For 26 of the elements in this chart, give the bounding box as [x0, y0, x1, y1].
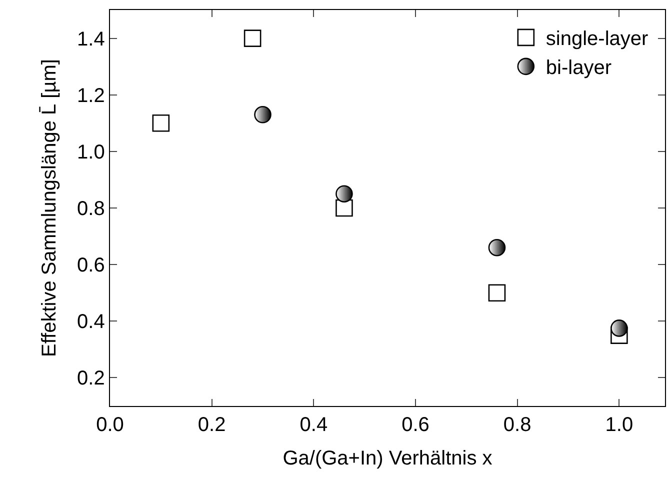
- legend-label: bi-layer: [546, 57, 612, 80]
- point: [488, 238, 506, 256]
- x-tick-label: 0.4: [300, 414, 328, 436]
- x-tick-label: 0.0: [96, 414, 124, 436]
- point: [336, 199, 353, 217]
- x-tick-label: 0.2: [198, 414, 226, 436]
- y-tick-label: 0.2: [77, 368, 105, 390]
- point: [254, 106, 272, 124]
- point: [488, 284, 506, 302]
- y-tick-label: 1.4: [77, 28, 105, 50]
- x-axis-title: Ga/(Ga+In) Verhältnis x: [282, 448, 492, 470]
- x-tick-label: 0.8: [503, 414, 532, 436]
- y-axis-title: Effektive Sammlungslänge L̄ [µm]: [38, 59, 61, 357]
- y-tick-label: 0.4: [77, 311, 105, 334]
- y-tick-label: 1.0: [77, 141, 105, 164]
- x-tick-label: 1.0: [605, 414, 634, 436]
- point: [610, 320, 628, 337]
- point: [610, 326, 628, 344]
- point: [336, 185, 353, 203]
- point: [244, 30, 262, 47]
- y-tick-label: 0.6: [77, 254, 105, 277]
- x-tick-label: 0.6: [402, 414, 430, 436]
- y-tick-label: 1.2: [77, 84, 105, 107]
- point: [152, 114, 170, 132]
- y-tick-label: 0.8: [77, 198, 105, 220]
- legend-label: single-layer: [546, 28, 649, 50]
